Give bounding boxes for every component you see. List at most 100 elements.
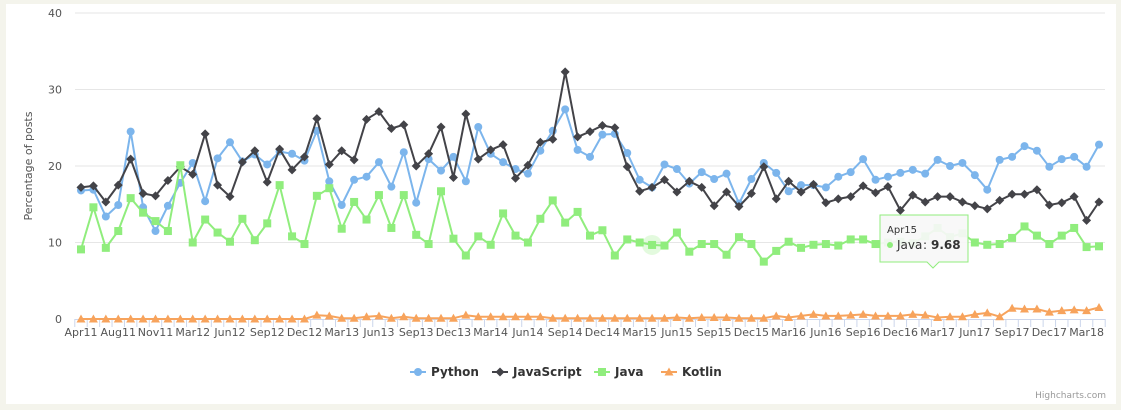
- data-point-javascript[interactable]: [498, 140, 508, 150]
- data-point-python[interactable]: [710, 175, 719, 184]
- data-point-javascript[interactable]: [424, 149, 434, 159]
- data-point-java[interactable]: [1095, 242, 1103, 251]
- data-point-java[interactable]: [350, 197, 359, 206]
- data-point-python[interactable]: [871, 175, 880, 184]
- data-point-java[interactable]: [561, 218, 570, 227]
- data-point-java[interactable]: [635, 238, 644, 247]
- data-point-kotlin[interactable]: [697, 312, 707, 321]
- data-point-kotlin[interactable]: [237, 314, 247, 323]
- data-point-java[interactable]: [797, 243, 806, 252]
- data-point-javascript[interactable]: [970, 201, 980, 211]
- data-point-kotlin[interactable]: [982, 308, 992, 317]
- data-point-java[interactable]: [1020, 222, 1029, 231]
- data-point-kotlin[interactable]: [101, 314, 111, 323]
- data-point-javascript[interactable]: [163, 176, 173, 186]
- data-point-kotlin[interactable]: [399, 312, 409, 321]
- data-point-java[interactable]: [809, 240, 818, 249]
- data-point-java[interactable]: [89, 203, 98, 212]
- data-point-python[interactable]: [970, 171, 979, 180]
- data-point-javascript[interactable]: [349, 155, 359, 165]
- data-point-python[interactable]: [697, 168, 706, 177]
- data-point-javascript[interactable]: [846, 192, 856, 202]
- data-point-javascript[interactable]: [523, 160, 533, 170]
- data-point-java[interactable]: [722, 250, 731, 259]
- data-point-java[interactable]: [499, 209, 508, 218]
- data-point-java[interactable]: [610, 251, 619, 260]
- data-point-javascript[interactable]: [833, 194, 843, 204]
- data-point-java[interactable]: [734, 233, 743, 242]
- data-point-javascript[interactable]: [908, 190, 918, 200]
- data-point-kotlin[interactable]: [970, 309, 980, 318]
- data-point-kotlin[interactable]: [1020, 304, 1030, 313]
- data-point-javascript[interactable]: [895, 205, 905, 215]
- data-point-java[interactable]: [821, 240, 830, 249]
- data-point-javascript[interactable]: [560, 67, 570, 77]
- data-point-java[interactable]: [598, 226, 607, 235]
- data-point-python[interactable]: [660, 160, 669, 169]
- data-point-kotlin[interactable]: [883, 311, 893, 320]
- data-point-kotlin[interactable]: [684, 313, 694, 322]
- data-point-kotlin[interactable]: [1032, 304, 1042, 313]
- data-point-python[interactable]: [983, 185, 992, 194]
- data-point-javascript[interactable]: [362, 114, 372, 124]
- data-point-java[interactable]: [1082, 243, 1091, 252]
- data-point-javascript[interactable]: [88, 181, 98, 191]
- data-point-javascript[interactable]: [411, 161, 421, 171]
- data-point-kotlin[interactable]: [945, 312, 955, 321]
- data-point-java[interactable]: [213, 228, 222, 237]
- data-point-kotlin[interactable]: [1007, 303, 1017, 312]
- data-point-java[interactable]: [250, 236, 259, 245]
- data-point-java[interactable]: [412, 230, 421, 239]
- data-point-python[interactable]: [561, 105, 570, 114]
- data-point-kotlin[interactable]: [262, 314, 272, 323]
- data-point-kotlin[interactable]: [138, 314, 148, 323]
- data-point-python[interactable]: [163, 201, 172, 210]
- data-point-kotlin[interactable]: [113, 314, 123, 323]
- data-point-kotlin[interactable]: [808, 309, 818, 318]
- series-kotlin[interactable]: [76, 303, 1104, 323]
- data-point-javascript[interactable]: [920, 197, 930, 207]
- data-point-python[interactable]: [449, 152, 458, 161]
- data-point-kotlin[interactable]: [424, 313, 434, 322]
- data-point-python[interactable]: [474, 122, 483, 131]
- data-point-java[interactable]: [437, 187, 446, 196]
- data-point-javascript[interactable]: [784, 176, 794, 186]
- data-point-kotlin[interactable]: [560, 313, 570, 322]
- data-point-java[interactable]: [449, 234, 458, 243]
- data-point-kotlin[interactable]: [461, 310, 471, 319]
- data-point-java[interactable]: [201, 215, 210, 224]
- data-point-java[interactable]: [660, 241, 669, 250]
- data-point-javascript[interactable]: [1020, 189, 1030, 199]
- data-point-javascript[interactable]: [275, 144, 285, 154]
- data-point-javascript[interactable]: [299, 152, 309, 162]
- data-point-kotlin[interactable]: [349, 313, 359, 322]
- data-point-javascript[interactable]: [386, 124, 396, 134]
- data-point-javascript[interactable]: [1007, 189, 1017, 199]
- data-point-kotlin[interactable]: [163, 314, 173, 323]
- data-point-javascript[interactable]: [684, 176, 694, 186]
- data-point-kotlin[interactable]: [337, 313, 347, 322]
- data-point-kotlin[interactable]: [299, 314, 309, 323]
- data-point-python[interactable]: [523, 169, 532, 178]
- data-point-javascript[interactable]: [659, 175, 669, 185]
- data-point-kotlin[interactable]: [150, 314, 160, 323]
- data-point-javascript[interactable]: [473, 154, 483, 164]
- data-point-python[interactable]: [536, 146, 545, 155]
- data-point-javascript[interactable]: [759, 162, 769, 172]
- data-point-kotlin[interactable]: [846, 310, 856, 319]
- data-point-java[interactable]: [176, 161, 185, 170]
- data-point-java[interactable]: [983, 240, 992, 249]
- data-point-java[interactable]: [275, 181, 284, 190]
- data-point-java[interactable]: [871, 240, 880, 249]
- data-point-java[interactable]: [648, 240, 657, 249]
- data-point-python[interactable]: [263, 160, 272, 169]
- data-point-python[interactable]: [437, 166, 446, 175]
- data-point-kotlin[interactable]: [374, 311, 384, 320]
- legend-symbol-diamond-icon[interactable]: [495, 367, 505, 377]
- data-point-javascript[interactable]: [312, 114, 322, 124]
- data-point-javascript[interactable]: [399, 120, 409, 130]
- data-point-javascript[interactable]: [237, 157, 247, 167]
- data-point-kotlin[interactable]: [635, 313, 645, 322]
- data-point-java[interactable]: [697, 240, 706, 249]
- data-point-kotlin[interactable]: [722, 312, 732, 321]
